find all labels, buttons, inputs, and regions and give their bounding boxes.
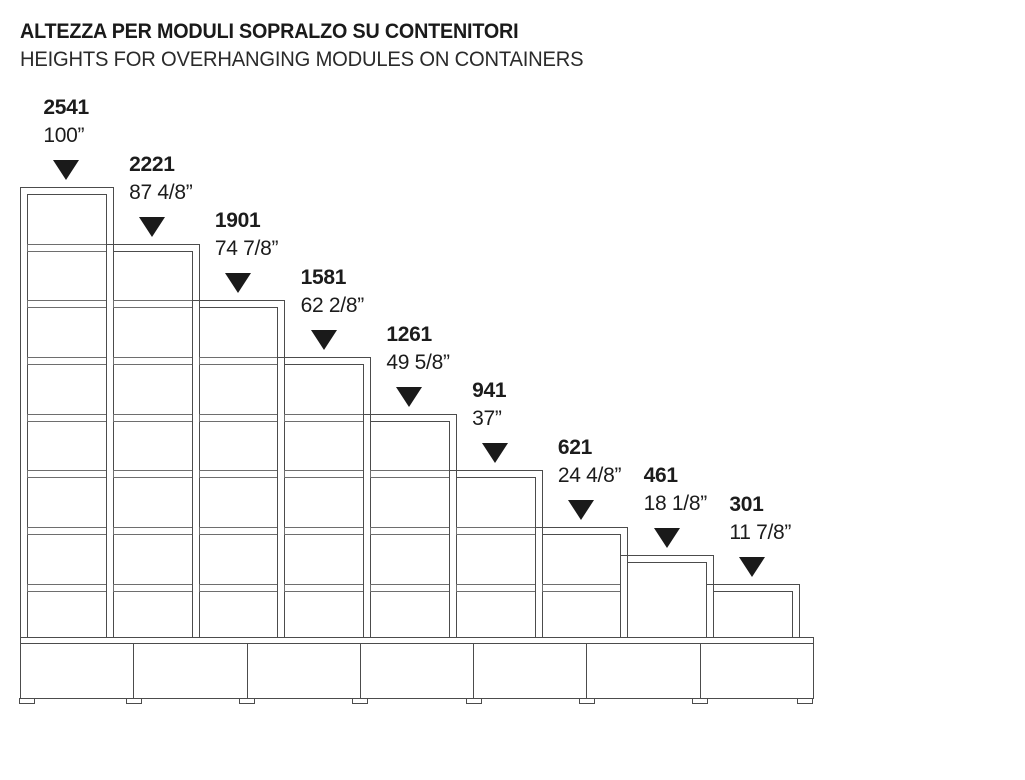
down-triangle-icon bbox=[224, 273, 251, 294]
height-label-mm-2221: 2221 bbox=[129, 152, 175, 176]
shelf-band bbox=[199, 527, 278, 535]
shelf-band bbox=[113, 527, 193, 535]
down-triangle-icon bbox=[739, 556, 766, 577]
shelf-band bbox=[284, 470, 364, 478]
base-foot bbox=[692, 698, 708, 704]
height-label-mm-621: 621 bbox=[557, 436, 593, 460]
module-outer-frame bbox=[20, 187, 114, 638]
base-foot bbox=[352, 698, 368, 704]
shelf-band bbox=[542, 584, 621, 592]
module-outer-frame bbox=[620, 555, 714, 638]
down-triangle-icon bbox=[53, 160, 80, 180]
shelf-band bbox=[370, 470, 450, 478]
module-frame-461 bbox=[620, 555, 714, 638]
down-triangle-icon bbox=[653, 528, 680, 549]
height-label-mm-1581: 1581 bbox=[300, 266, 347, 289]
base-foot bbox=[466, 698, 482, 704]
height-label-inches-1901: 74 7/8” bbox=[214, 237, 279, 261]
module-inner-frame bbox=[713, 591, 793, 638]
module-frame-941 bbox=[449, 470, 543, 638]
shelf-band bbox=[456, 584, 536, 592]
shelf-band bbox=[199, 414, 278, 422]
module-inner-frame bbox=[27, 194, 107, 638]
height-label-mm-941: 941 bbox=[472, 379, 507, 403]
base-foot bbox=[579, 698, 595, 704]
height-label-inches-621: 24 4/8” bbox=[557, 464, 622, 488]
module-frame-301 bbox=[706, 584, 800, 638]
base-containers-row bbox=[19, 637, 814, 704]
module-inner-frame bbox=[456, 477, 536, 638]
height-label-inches-1581: 62 2/8” bbox=[300, 294, 365, 317]
module-inner-frame bbox=[627, 562, 707, 638]
module-outer-frame bbox=[277, 357, 371, 638]
height-label-inches-461: 18 1/8” bbox=[643, 492, 708, 516]
module-outer-frame bbox=[535, 527, 628, 638]
down-triangle-icon bbox=[482, 443, 509, 464]
shelf-band bbox=[113, 470, 193, 478]
module-outer-frame bbox=[363, 414, 457, 638]
height-label-mm-2541: 2541 bbox=[43, 96, 89, 119]
module-inner-frame bbox=[284, 364, 364, 638]
shelf-band bbox=[284, 584, 364, 592]
shelf-band bbox=[456, 527, 536, 535]
height-label-inches-2221: 87 4/8” bbox=[129, 180, 193, 204]
module-frame-2221 bbox=[106, 244, 200, 638]
base-foot bbox=[126, 698, 142, 704]
shelf-band bbox=[199, 470, 278, 478]
module-frame-621 bbox=[535, 527, 628, 638]
height-label-mm-1261: 1261 bbox=[386, 322, 432, 346]
module-frame-1261 bbox=[363, 414, 457, 638]
shelf-band bbox=[27, 357, 107, 365]
module-outer-frame bbox=[192, 300, 285, 638]
shelf-band bbox=[113, 584, 193, 592]
page-title-english: HEIGHTS FOR OVERHANGING MODULES ON CONTA… bbox=[20, 48, 584, 71]
base-box bbox=[20, 643, 814, 699]
module-frame-1581 bbox=[277, 357, 371, 638]
page-title-italian: ALTEZZA PER MODULI SOPRALZO SU CONTENITO… bbox=[20, 20, 519, 43]
shelf-band bbox=[113, 414, 193, 422]
base-foot bbox=[239, 698, 255, 704]
shelf-band bbox=[199, 357, 278, 365]
shelf-band bbox=[27, 414, 107, 422]
module-inner-frame bbox=[542, 534, 621, 638]
height-label-inches-2541: 100” bbox=[43, 124, 85, 147]
height-label-inches-1261: 49 5/8” bbox=[386, 350, 450, 374]
module-outer-frame bbox=[106, 244, 200, 638]
down-triangle-icon bbox=[396, 386, 423, 407]
module-frame-2541 bbox=[20, 187, 114, 638]
down-triangle-icon bbox=[139, 216, 166, 237]
shelf-band bbox=[370, 584, 450, 592]
height-label-mm-461: 461 bbox=[643, 464, 678, 488]
shelf-band bbox=[27, 470, 107, 478]
shelf-band bbox=[284, 527, 364, 535]
shelf-band bbox=[113, 300, 193, 308]
module-frame-1901 bbox=[192, 300, 285, 638]
module-outer-frame bbox=[706, 584, 800, 638]
shelf-band bbox=[27, 527, 107, 535]
module-inner-frame bbox=[370, 421, 450, 638]
shelf-band bbox=[113, 357, 193, 365]
shelf-band bbox=[199, 584, 278, 592]
module-outer-frame bbox=[449, 470, 543, 638]
height-label-inches-941: 37” bbox=[472, 407, 502, 431]
shelf-band bbox=[284, 414, 364, 422]
shelf-band bbox=[27, 584, 107, 592]
shelf-band bbox=[370, 527, 450, 535]
height-label-mm-1901: 1901 bbox=[214, 209, 261, 233]
base-top-panel bbox=[20, 637, 814, 644]
shelf-band bbox=[27, 300, 107, 308]
down-triangle-icon bbox=[567, 500, 594, 521]
height-label-mm-301: 301 bbox=[729, 492, 764, 516]
down-triangle-icon bbox=[310, 330, 337, 350]
base-foot bbox=[19, 698, 35, 704]
base-foot bbox=[797, 698, 813, 704]
height-label-inches-301: 11 7/8” bbox=[729, 520, 792, 544]
module-inner-frame bbox=[113, 251, 193, 638]
shelf-band bbox=[27, 244, 107, 252]
